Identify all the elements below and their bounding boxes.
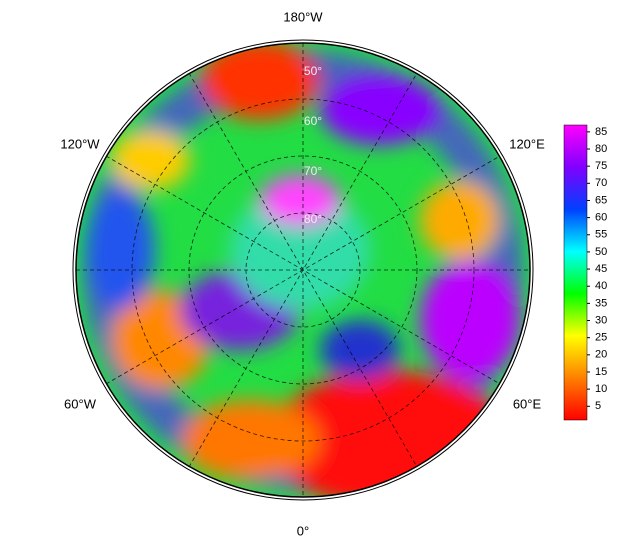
- colorbar-tick-label: 85: [595, 126, 607, 138]
- colorbar-tick-label: 55: [595, 229, 607, 241]
- colorbar-tick-label: 20: [595, 349, 607, 361]
- colorbar-tick-label: 80: [595, 143, 607, 155]
- colorbar-tick-label: 5: [595, 400, 601, 412]
- colorbar-tick-label: 75: [595, 160, 607, 172]
- lon-label: 120°E: [509, 136, 545, 151]
- colorbar-tick-label: 10: [595, 383, 607, 395]
- colorbar: 5 10 15 20 25 30 35 40 45 50 55 60 65 70 75 80 85: [563, 124, 607, 421]
- lat-label: 70°: [304, 164, 322, 178]
- colorbar-tick-label: 65: [595, 194, 607, 206]
- map-frame: [72, 39, 534, 501]
- colorbar-tick-label: 60: [595, 212, 607, 224]
- lon-label: 120°W: [60, 136, 100, 151]
- colorbar-tick-label: 70: [595, 177, 607, 189]
- lon-label: 0°: [297, 523, 309, 538]
- colorbar-scale: [563, 124, 588, 421]
- lon-label: 60°E: [513, 396, 542, 411]
- lon-label: 180°W: [283, 9, 323, 24]
- lat-label: 80°: [304, 212, 322, 226]
- colorbar-tick-label: 15: [595, 366, 607, 378]
- colorbar-tick-label: 35: [595, 297, 607, 309]
- colorbar-tick-label: 50: [595, 246, 607, 258]
- lat-label: 60°: [304, 114, 322, 128]
- lon-label: 60°W: [64, 396, 97, 411]
- colorbar-tick-label: 25: [595, 332, 607, 344]
- data-field: [76, 43, 530, 497]
- colorbar-tick-label: 40: [595, 280, 607, 292]
- colorbar-tick-label: 30: [595, 314, 607, 326]
- map-border: [75, 42, 531, 498]
- lat-label: 50°: [304, 64, 322, 78]
- colorbar-tick-label: 45: [595, 263, 607, 275]
